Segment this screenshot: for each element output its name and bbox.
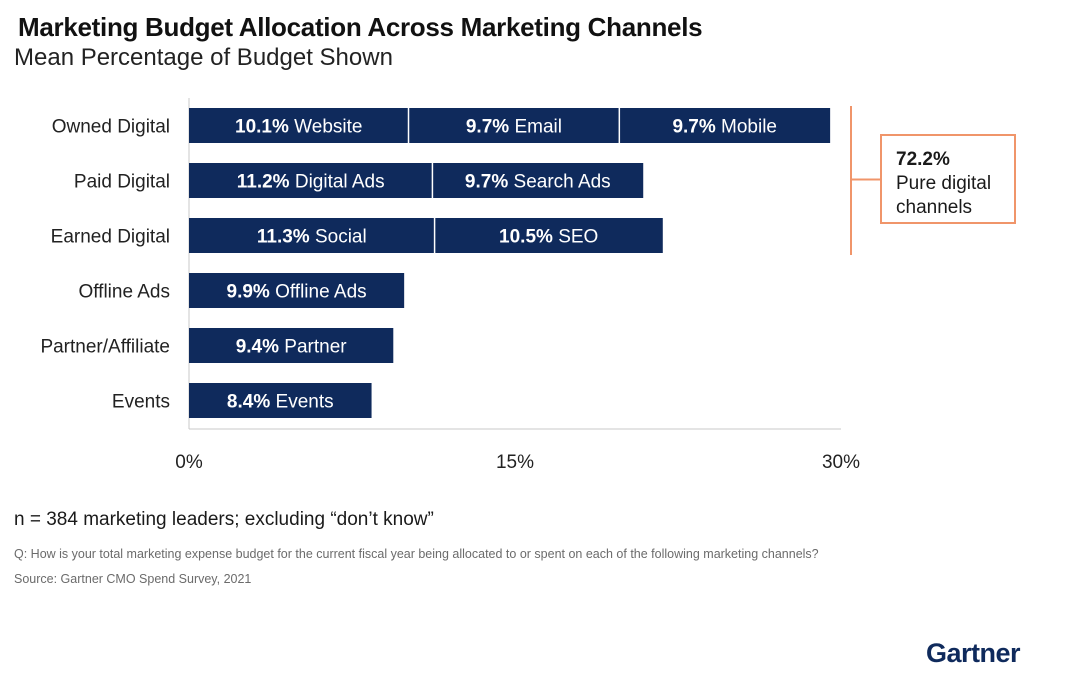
digital-total-value: 72.2% — [896, 149, 950, 170]
segment-percent: 11.3% — [257, 227, 315, 248]
bar-segment — [189, 273, 405, 308]
category-label: Offline Ads — [78, 282, 170, 303]
bar-segment — [189, 108, 409, 143]
segment-percent: 9.9% — [227, 282, 276, 303]
segment-label: 9.7% Email — [466, 117, 562, 138]
segment-percent: 9.7% — [465, 172, 514, 193]
bar-segment — [189, 328, 394, 363]
segment-name: Social — [315, 227, 367, 248]
source-note: Source: Gartner CMO Spend Survey, 2021 — [14, 572, 252, 586]
segment-name: Mobile — [721, 117, 777, 138]
bar-segment — [189, 218, 435, 253]
segment-percent: 9.7% — [672, 117, 721, 138]
x-tick-label: 0% — [175, 452, 203, 473]
segment-label: 9.7% Search Ads — [465, 172, 611, 193]
segment-percent: 8.4% — [227, 392, 276, 413]
segment-label: 11.2% Digital Ads — [237, 172, 385, 193]
bar-segment — [189, 163, 433, 198]
segment-percent: 10.1% — [235, 117, 294, 138]
x-tick-label: 30% — [822, 452, 860, 473]
category-label: Events — [112, 392, 170, 413]
segment-name: Partner — [284, 337, 347, 358]
bar-segment — [408, 108, 620, 143]
segment-label: 9.4% Partner — [236, 337, 348, 358]
x-tick-label: 15% — [496, 452, 534, 473]
segment-label: 10.5% SEO — [499, 227, 598, 248]
sample-note: n = 384 marketing leaders; excluding “do… — [14, 509, 434, 530]
segment-name: Offline Ads — [275, 282, 367, 303]
category-label: Partner/Affiliate — [40, 337, 170, 358]
segment-label: 9.7% Mobile — [672, 117, 777, 138]
chart-subtitle: Mean Percentage of Budget Shown — [14, 44, 393, 71]
bar-segment — [619, 108, 831, 143]
segment-percent: 9.7% — [466, 117, 515, 138]
category-label: Earned Digital — [51, 227, 170, 248]
segment-label: 8.4% Events — [227, 392, 334, 413]
bar-segment — [432, 163, 644, 198]
segment-percent: 11.2% — [237, 172, 295, 193]
segment-name: Email — [514, 117, 562, 138]
segment-label: 11.3% Social — [257, 227, 367, 248]
survey-question: Q: How is your total marketing expense b… — [14, 547, 819, 561]
segment-name: Events — [276, 392, 334, 413]
segment-label: 9.9% Offline Ads — [227, 282, 367, 303]
bar-chart: 0% 15% 30% Owned Digital 10.1% Website 9.7% E… — [40, 98, 880, 473]
digital-total-callout: 72.2% Pure digital channels — [880, 134, 1016, 224]
segment-percent: 9.4% — [236, 337, 285, 358]
bar-segment — [434, 218, 663, 253]
bar-segment — [189, 383, 372, 418]
category-label: Paid Digital — [74, 172, 170, 193]
gartner-logo: Gartner — [926, 638, 1021, 668]
digital-total-text: Pure digital channels — [896, 173, 992, 218]
segment-label: 10.1% Website — [235, 117, 362, 138]
segment-name: Search Ads — [514, 172, 611, 193]
segment-name: SEO — [558, 227, 598, 248]
segment-name: Digital Ads — [295, 172, 385, 193]
chart-title: Marketing Budget Allocation Across Marke… — [18, 12, 703, 42]
segment-name: Website — [294, 117, 362, 138]
segment-percent: 10.5% — [499, 227, 558, 248]
category-label: Owned Digital — [52, 117, 170, 138]
